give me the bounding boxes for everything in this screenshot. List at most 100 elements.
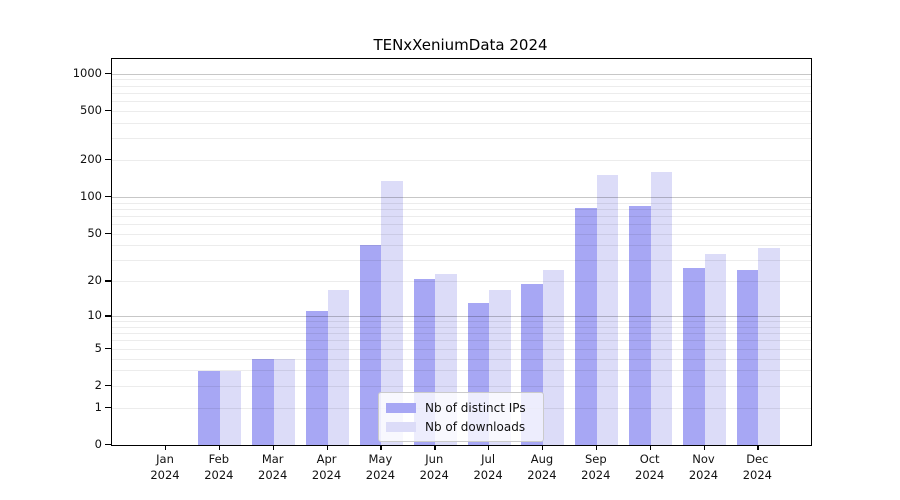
gridline-40 <box>112 245 811 247</box>
gridline-3 <box>112 370 811 372</box>
bar-distinct-ips-mar <box>252 358 274 445</box>
y-tick-label-2: 2 <box>94 377 102 392</box>
gridline-600 <box>112 101 811 103</box>
y-tick-label-0: 0 <box>94 437 102 451</box>
gridline-2 <box>112 385 811 387</box>
gridline-800 <box>112 85 811 87</box>
gridline-70 <box>112 215 811 217</box>
gridline-5 <box>112 348 811 350</box>
gridline-500 <box>112 110 811 112</box>
gridline-20 <box>112 281 811 283</box>
bar-downloads-feb <box>219 370 242 445</box>
chart-title: TENxXeniumData 2024 <box>373 36 548 54</box>
y-tick-label-5: 5 <box>94 340 102 355</box>
legend-label-distinct-ips: Nb of distinct IPs <box>425 400 526 415</box>
x-tick-jan <box>165 445 167 450</box>
x-tick-sep <box>595 445 598 450</box>
y-tick-20 <box>105 280 111 282</box>
bar-distinct-ips-nov <box>683 267 705 445</box>
gridline-200 <box>112 159 811 161</box>
gridline-50 <box>112 233 811 235</box>
x-tick-label-feb: Feb 2024 <box>204 452 234 482</box>
y-tick-5 <box>105 347 111 350</box>
bar-distinct-ips-may <box>359 245 382 445</box>
bar-distinct-ips-apr <box>306 311 328 445</box>
x-tick-label-sep: Sep 2024 <box>581 452 611 482</box>
y-tick-1000 <box>105 72 111 75</box>
plot-area <box>111 58 812 446</box>
gridline-7 <box>112 333 811 335</box>
y-tick-100 <box>105 195 111 198</box>
y-tick-0 <box>105 444 111 446</box>
bar-downloads-dec <box>758 248 780 445</box>
y-tick-label-10: 10 <box>87 308 102 323</box>
y-tick-label-1: 1 <box>94 399 102 414</box>
x-tick-label-may: May 2024 <box>365 452 396 482</box>
gridline-4 <box>112 358 811 360</box>
legend: Nb of distinct IPs Nb of downloads <box>378 392 544 442</box>
x-tick-label-aug: Aug 2024 <box>527 452 557 482</box>
gridline-30 <box>112 260 811 262</box>
gridline-60 <box>112 224 811 226</box>
bar-distinct-ips-dec <box>736 269 759 445</box>
x-tick-label-jul: Jul 2024 <box>473 452 503 482</box>
x-tick-dec <box>757 445 759 450</box>
gridline-90 <box>112 202 811 204</box>
bar-distinct-ips-feb <box>198 370 220 445</box>
legend-swatch-downloads <box>386 421 416 432</box>
gridline-8 <box>112 326 811 328</box>
legend-label-downloads: Nb of downloads <box>425 419 526 434</box>
bar-downloads-sep <box>596 175 619 445</box>
y-tick-label-1000: 1000 <box>72 65 102 80</box>
gridline-300 <box>112 138 811 140</box>
y-tick-10 <box>105 315 111 317</box>
y-tick-200 <box>105 158 111 161</box>
y-tick-1 <box>105 406 111 409</box>
x-tick-label-jan: Jan 2024 <box>150 452 180 482</box>
gridline-10 <box>112 316 811 318</box>
bar-downloads-oct <box>650 171 673 445</box>
x-tick-oct <box>649 445 652 450</box>
x-tick-jul <box>488 445 490 450</box>
x-tick-nov <box>703 445 705 450</box>
legend-item-downloads: Nb of downloads <box>386 417 535 436</box>
bar-distinct-ips-oct <box>629 205 651 445</box>
gridline-900 <box>112 79 811 81</box>
y-tick-50 <box>105 232 111 235</box>
y-tick-label-50: 50 <box>87 225 102 240</box>
gridline-6 <box>112 340 811 342</box>
y-tick-label-100: 100 <box>80 188 102 203</box>
bar-downloads-nov <box>704 253 726 445</box>
x-tick-label-mar: Mar 2024 <box>258 452 288 482</box>
gridline-400 <box>112 122 811 124</box>
y-tick-500 <box>105 109 111 112</box>
gridline-1000 <box>112 73 811 75</box>
y-tick-label-500: 500 <box>80 102 102 117</box>
x-tick-feb <box>218 445 221 450</box>
x-tick-label-apr: Apr 2024 <box>311 452 342 482</box>
gridline-9 <box>112 321 811 323</box>
bar-downloads-aug <box>542 269 565 445</box>
x-tick-mar <box>272 445 275 450</box>
x-tick-apr <box>326 445 328 450</box>
x-tick-label-oct: Oct 2024 <box>635 452 665 482</box>
gridline-700 <box>112 92 811 94</box>
bar-downloads-may <box>381 180 403 445</box>
x-tick-may <box>380 445 382 450</box>
x-tick-aug <box>541 445 544 450</box>
gridline-80 <box>112 208 811 210</box>
x-tick-jun <box>434 445 436 450</box>
bar-downloads-mar <box>273 358 296 445</box>
y-tick-label-20: 20 <box>87 273 102 288</box>
x-tick-label-jun: Jun 2024 <box>419 452 449 482</box>
y-tick-2 <box>105 384 111 387</box>
legend-swatch-distinct-ips <box>386 402 416 413</box>
bar-distinct-ips-sep <box>575 207 597 445</box>
x-tick-label-nov: Nov 2024 <box>688 452 719 482</box>
legend-item-distinct-ips: Nb of distinct IPs <box>386 398 535 417</box>
gridline-100 <box>112 196 811 198</box>
x-tick-label-dec: Dec 2024 <box>742 452 772 482</box>
y-tick-label-200: 200 <box>80 151 102 166</box>
bar-downloads-apr <box>327 289 350 445</box>
